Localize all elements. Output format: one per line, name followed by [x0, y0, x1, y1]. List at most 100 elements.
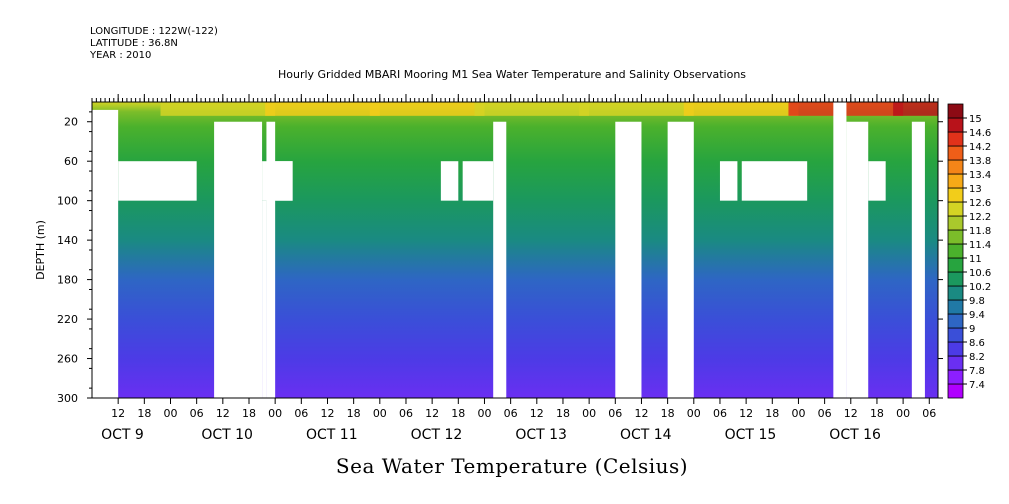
y-tick-label: 220 — [57, 313, 78, 326]
surface-warm-band — [579, 102, 694, 116]
x-day-label: OCT 9 — [101, 427, 144, 443]
colorbar-tick-label: 7.8 — [969, 366, 985, 377]
x-tick-label: 12 — [216, 407, 230, 420]
colorbar-swatch — [947, 131, 964, 147]
missing-data-block — [493, 121, 507, 398]
colorbar-tick-label: 14.6 — [969, 128, 991, 139]
colorbar-tick-label: 12.2 — [969, 212, 991, 223]
x-tick-label: 12 — [111, 407, 125, 420]
colorbar-swatch — [947, 201, 964, 217]
missing-data-block — [719, 161, 738, 201]
colorbar-swatch — [947, 271, 964, 287]
colorbar-tick-label: 8.2 — [969, 352, 985, 363]
colorbar-swatch — [947, 327, 964, 343]
colorbar-swatch — [947, 145, 964, 161]
missing-data-block — [262, 200, 267, 398]
x-day-label: OCT 12 — [411, 427, 463, 443]
x-tick-label: 18 — [242, 407, 256, 420]
surface-warm-band — [265, 102, 380, 116]
surface-warm-band — [369, 102, 485, 116]
missing-data-block — [846, 121, 869, 398]
colorbar-tick-label: 9.4 — [969, 310, 985, 321]
colorbar-swatch — [947, 173, 964, 189]
colorbar-tick-label: 11.4 — [969, 240, 991, 251]
y-tick-label: 60 — [64, 155, 78, 168]
colorbar-swatch — [947, 159, 964, 175]
x-tick-label: 00 — [582, 407, 596, 420]
x-tick-label: 00 — [268, 407, 282, 420]
missing-data-block — [462, 161, 494, 201]
colorbar-tick-label: 7.4 — [969, 380, 985, 391]
missing-data-block — [911, 121, 925, 398]
x-tick-label: 18 — [137, 407, 151, 420]
missing-data-block — [833, 102, 847, 398]
x-tick-label: 00 — [896, 407, 910, 420]
x-day-label: OCT 15 — [725, 427, 777, 443]
missing-data-block — [868, 161, 886, 201]
x-tick-label: 06 — [818, 407, 832, 420]
colorbar-swatch — [947, 369, 964, 385]
colorbar-swatch — [947, 355, 964, 371]
colorbar-swatch — [947, 117, 964, 133]
colorbar-tick-label: 12.6 — [969, 198, 991, 209]
x-day-label: OCT 16 — [829, 427, 881, 443]
x-tick-label: 12 — [320, 407, 334, 420]
colorbar-swatch — [947, 187, 964, 203]
x-tick-label: 06 — [608, 407, 622, 420]
colorbar-swatch — [947, 215, 964, 231]
colorbar-tick-label: 11 — [969, 254, 982, 265]
missing-data-block — [615, 121, 642, 398]
surface-warm-band — [683, 102, 799, 116]
colorbar-tick-label: 15 — [969, 114, 982, 125]
colorbar-tick-label: 14.2 — [969, 142, 991, 153]
y-axis-label: DEPTH (m) — [34, 220, 47, 280]
colorbar-swatch — [947, 341, 964, 357]
x-day-label: OCT 14 — [620, 427, 672, 443]
colorbar-swatch — [947, 313, 964, 329]
colorbar-swatch — [947, 285, 964, 301]
y-tick-label: 180 — [57, 274, 78, 287]
latitude-label: LATITUDE : 36.8N — [90, 38, 178, 49]
surface-warm-band — [160, 102, 276, 116]
x-day-label: OCT 13 — [515, 427, 567, 443]
x-tick-label: 00 — [791, 407, 805, 420]
x-tick-label: 00 — [373, 407, 387, 420]
missing-data-block — [266, 121, 276, 398]
colorbar-tick-label: 9.8 — [969, 296, 985, 307]
x-tick-label: 18 — [556, 407, 570, 420]
x-tick-label: 12 — [634, 407, 648, 420]
x-tick-label: 18 — [661, 407, 675, 420]
colorbar-tick-label: 11.8 — [969, 226, 991, 237]
y-tick-label: 140 — [57, 234, 78, 247]
missing-data-block — [741, 161, 808, 201]
x-tick-label: 18 — [451, 407, 465, 420]
missing-data-block — [440, 161, 459, 201]
y-tick-label: 260 — [57, 353, 78, 366]
colorbar-swatch — [947, 243, 964, 259]
colorbar-variable-title: Sea Water Temperature (Celsius) — [335, 454, 689, 478]
colorbar-tick-label: 10.2 — [969, 282, 991, 293]
year-label: YEAR : 2010 — [90, 50, 152, 61]
surface-warm-band — [893, 102, 938, 116]
x-tick-label: 06 — [294, 407, 308, 420]
x-tick-label: 12 — [530, 407, 544, 420]
x-tick-label: 12 — [425, 407, 439, 420]
x-tick-label: 12 — [844, 407, 858, 420]
longitude-label: LONGITUDE : 122W(-122) — [90, 26, 218, 37]
colorbar-tick-label: 9 — [969, 324, 975, 335]
colorbar-tick-label: 13.4 — [969, 170, 991, 181]
x-tick-label: 06 — [190, 407, 204, 420]
surface-warm-band — [474, 102, 590, 116]
x-tick-label: 00 — [687, 407, 701, 420]
missing-data-block — [92, 109, 119, 398]
colorbar-swatch — [947, 299, 964, 315]
colorbar-swatch — [947, 103, 964, 119]
x-tick-label: 06 — [922, 407, 936, 420]
x-day-label: OCT 11 — [306, 427, 358, 443]
x-tick-label: 18 — [347, 407, 361, 420]
x-tick-label: 18 — [765, 407, 779, 420]
x-tick-label: 06 — [713, 407, 727, 420]
y-tick-label: 300 — [57, 392, 78, 405]
y-tick-label: 20 — [64, 116, 78, 129]
